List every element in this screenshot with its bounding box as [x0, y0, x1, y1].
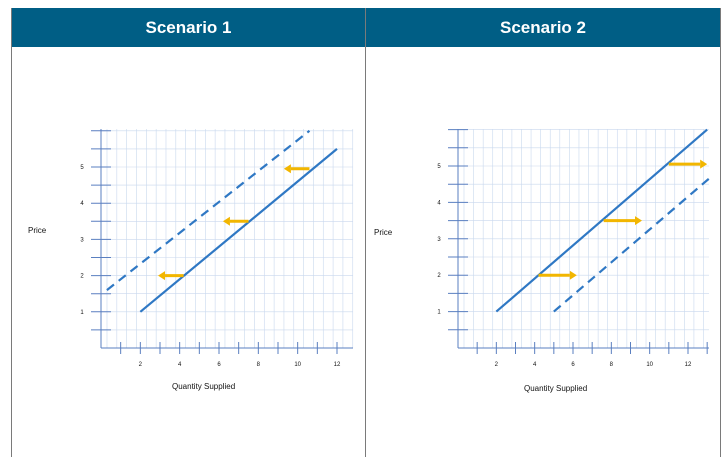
y-tick-label: 5	[437, 164, 441, 170]
x-tick-label: 2	[495, 362, 499, 368]
x-tick-label: 4	[178, 362, 182, 368]
shift-arrow-head	[222, 216, 230, 226]
scenario-1-column: Scenario 1 1 2 3 4 5 2 4 6 8 10 12 Price Quantity Su…	[11, 8, 365, 457]
shift-arrow-head	[158, 271, 166, 281]
shift-arrow	[603, 216, 642, 226]
x-tick-label: 12	[685, 362, 692, 368]
x-tick-label: 8	[610, 362, 614, 368]
supply-curve-solid	[139, 148, 338, 313]
y-tick-label: 1	[80, 310, 84, 316]
x-tick-label: 12	[334, 362, 341, 368]
y-tick-label: 5	[80, 165, 84, 171]
x-tick-label: 6	[217, 362, 221, 368]
y-tick-label: 4	[437, 200, 441, 206]
shift-arrow	[222, 216, 249, 226]
shift-arrow	[158, 271, 184, 281]
x-tick-label: 6	[571, 362, 575, 368]
scenario-table: Scenario 1 1 2 3 4 5 2 4 6 8 10 12 Price Quantity Su…	[11, 8, 721, 457]
y-tick-label: 1	[437, 310, 441, 316]
supply-curve-dashed	[553, 176, 712, 313]
grid	[458, 129, 709, 348]
x-axis-label: Quantity Supplied	[524, 384, 587, 393]
y-axis-label: Price	[374, 228, 393, 237]
scenario-1-header: Scenario 1	[12, 8, 365, 47]
shift-arrow-head	[700, 159, 708, 169]
x-tick-label: 10	[294, 362, 301, 368]
y-tick-label: 4	[80, 201, 84, 207]
shift-arrow-head	[283, 164, 291, 174]
x-tick-label: 10	[646, 362, 653, 368]
y-axis-label: Price	[28, 226, 47, 235]
x-tick-label: 8	[257, 362, 261, 368]
y-tick-label: 2	[80, 274, 84, 280]
x-tick-label: 4	[533, 362, 537, 368]
scenario-2-column: Scenario 2 1 2 3 4 5 2 4 6 8 10 12 Price Quantity Su…	[365, 8, 721, 457]
grid	[101, 129, 354, 348]
shift-arrow-head	[635, 216, 642, 226]
y-tick-label: 3	[80, 237, 84, 243]
shift-arrow	[538, 270, 577, 280]
scenario-2-header: Scenario 2	[366, 8, 720, 47]
shift-arrow-head	[569, 270, 577, 280]
y-tick-label: 2	[437, 273, 441, 279]
x-tick-label: 2	[139, 362, 143, 368]
shift-arrow	[668, 159, 708, 169]
x-axis-label: Quantity Supplied	[172, 382, 235, 391]
supply-curve-solid	[495, 128, 708, 313]
y-tick-label: 3	[437, 237, 441, 243]
shift-arrow	[283, 164, 310, 174]
supply-curve-dashed	[106, 129, 311, 291]
